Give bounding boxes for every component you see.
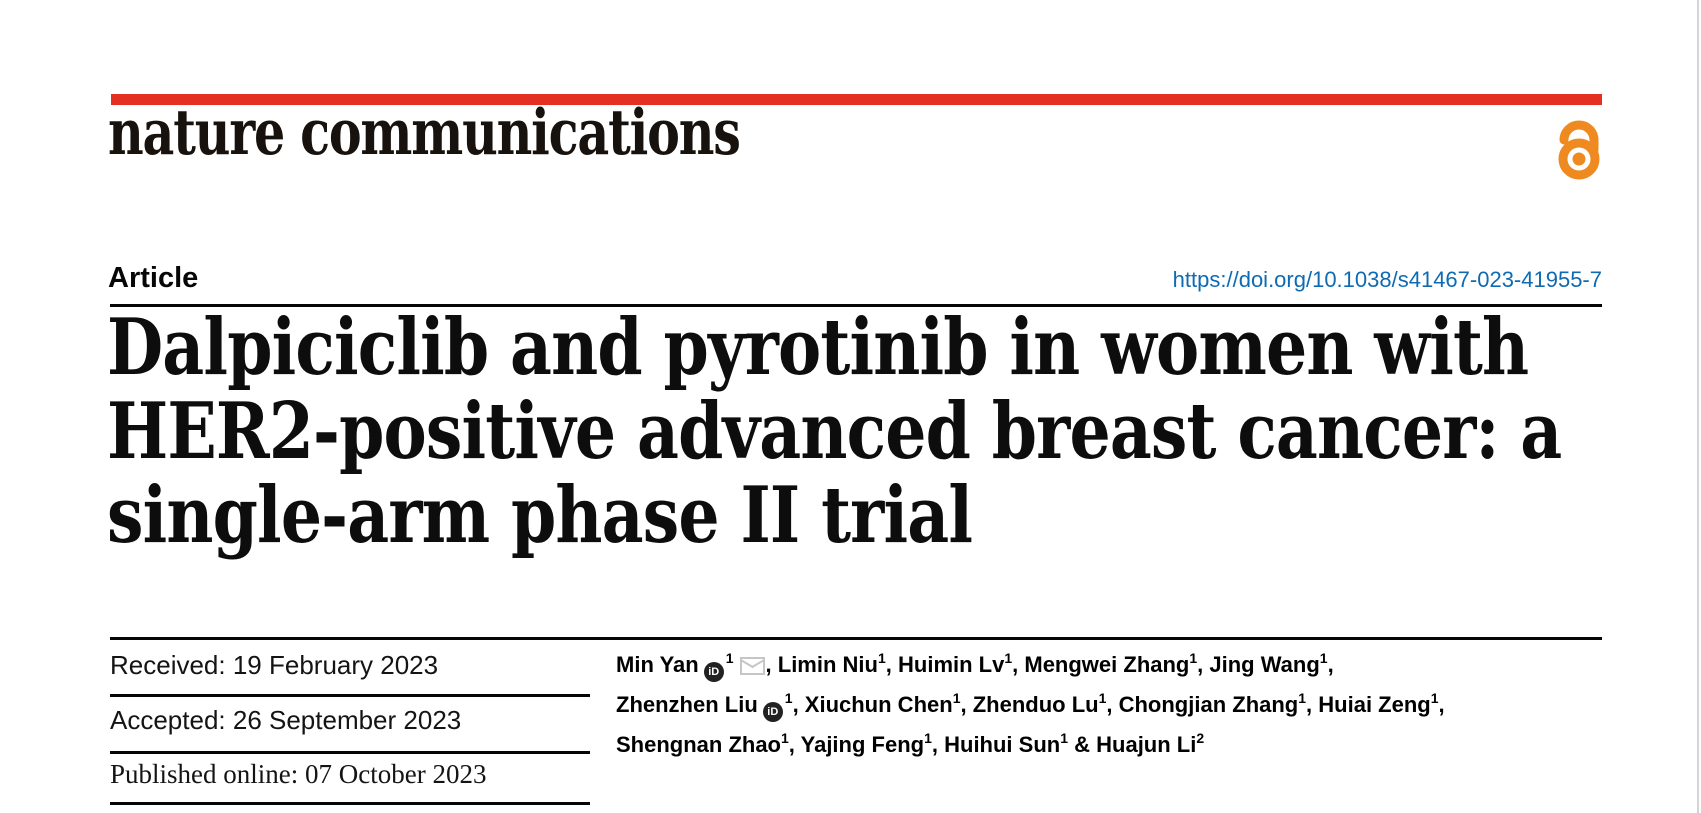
author-name: , Yajing Feng: [788, 732, 925, 757]
published-rule: [110, 802, 590, 805]
affiliation-superscript: 1: [877, 650, 886, 666]
email-icon[interactable]: [739, 657, 765, 675]
author-name: , Huimin Lv: [885, 652, 1005, 677]
article-title-line-2: HER2-positive advanced breast cancer: a: [107, 386, 1562, 477]
author-name: , Chongjian Zhang: [1106, 692, 1299, 717]
author-list: Min Yan iD1, Limin Niu1, Huimin Lv1, Meng…: [616, 646, 1626, 766]
article-title-line-1: Dalpiciclib and pyrotinib in women with: [107, 302, 1529, 393]
affiliation-superscript: 1: [1430, 690, 1439, 706]
affiliation-superscript: 1: [1189, 650, 1198, 666]
affiliation-superscript: 1: [1319, 650, 1328, 666]
accepted-rule: [110, 751, 590, 754]
affiliation-superscript: 1: [1098, 690, 1107, 706]
author-name: Shengnan Zhao: [616, 732, 781, 757]
published-date: Published online: 07 October 2023: [110, 759, 487, 789]
affiliation-superscript: 1: [781, 730, 789, 746]
author-name: & Huajun Li: [1068, 732, 1197, 757]
article-title-line-3: single-arm phase II trial: [107, 470, 973, 561]
author-name: , Jing Wang: [1197, 652, 1320, 677]
affiliation-superscript: 1: [725, 650, 734, 666]
affiliation-superscript: 1: [1004, 650, 1013, 666]
history-top-rule: [110, 637, 1602, 640]
received-date: Received: 19 February 2023: [110, 650, 439, 680]
article-kicker: Article: [108, 262, 199, 294]
journal-logo: nature communications: [108, 95, 741, 169]
affiliation-superscript: 1: [924, 730, 932, 746]
article-title: Dalpiciclib and pyrotinib in women with …: [107, 306, 1701, 558]
open-access-icon: [1556, 110, 1604, 189]
author-name: , Zhenduo Lu: [960, 692, 1099, 717]
author-line: Zhenzhen Liu iD1, Xiuchun Chen1, Zhenduo …: [616, 686, 1626, 726]
email-icon-flap: [750, 659, 765, 669]
author-name: , Limin Niu: [765, 652, 878, 677]
author-name: , Mengwei Zhang: [1012, 652, 1190, 677]
author-line: Min Yan iD1, Limin Niu1, Huimin Lv1, Meng…: [616, 646, 1626, 686]
orcid-icon[interactable]: iD: [703, 662, 724, 682]
author-name: Min Yan: [616, 652, 699, 677]
author-name: , Xiuchun Chen: [792, 692, 953, 717]
author-name: , Huihui Sun: [931, 732, 1061, 757]
affiliation-superscript: 2: [1196, 730, 1205, 746]
affiliation-superscript: 1: [1298, 690, 1307, 706]
affiliation-superscript: 1: [952, 690, 961, 706]
received-rule: [110, 694, 590, 697]
affiliation-superscript: 1: [784, 690, 793, 706]
page-edge-border: [1697, 0, 1699, 813]
doi-link[interactable]: https://doi.org/10.1038/s41467-023-41955…: [1172, 267, 1602, 292]
author-name: , Huiai Zeng: [1306, 692, 1431, 717]
orcid-icon[interactable]: iD: [762, 702, 783, 722]
author-line: Shengnan Zhao1, Yajing Feng1, Huihui Sun…: [616, 726, 1626, 766]
affiliation-superscript: 1: [1060, 730, 1069, 746]
author-name: ,: [1327, 652, 1334, 677]
author-name: ,: [1438, 692, 1445, 717]
author-name: Zhenzhen Liu: [616, 692, 758, 717]
masthead-red-bar: [111, 94, 1602, 105]
accepted-date: Accepted: 26 September 2023: [110, 705, 462, 735]
header-rule: [110, 304, 1602, 307]
